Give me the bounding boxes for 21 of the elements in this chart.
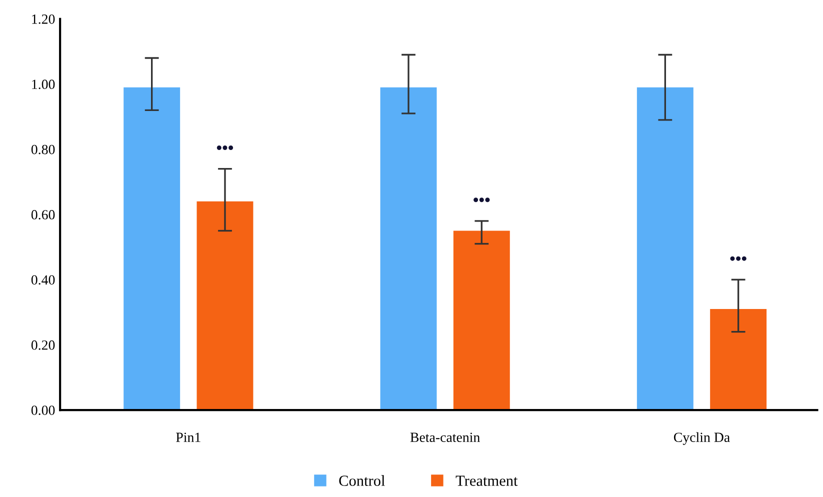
bar <box>124 87 180 410</box>
annotation: ••• <box>474 198 490 202</box>
bar <box>710 308 767 410</box>
x-tick-label: Pin1 <box>176 432 200 442</box>
y-tick-label: 0.00 <box>31 406 55 416</box>
y-tick-label: 0.20 <box>31 340 55 350</box>
y-tick-label: 1.00 <box>32 80 55 90</box>
x-tick-label: Beta-catenin <box>410 432 480 442</box>
bar <box>380 87 437 410</box>
y-tick-label: 0.60 <box>31 210 55 220</box>
legend-label: Treatment <box>456 476 518 486</box>
y-tick-label: 1.20 <box>32 14 55 24</box>
legend-label: Control <box>339 475 385 486</box>
bar <box>636 87 694 410</box>
y-tick-label: 0.40 <box>31 275 55 285</box>
annotation: ••• <box>730 256 746 261</box>
x-tick-label: Cyclin Da <box>674 432 730 445</box>
y-tick-label: 0.80 <box>31 144 55 154</box>
bar <box>453 230 510 410</box>
bar <box>196 201 254 410</box>
annotation: ••• <box>216 146 234 150</box>
